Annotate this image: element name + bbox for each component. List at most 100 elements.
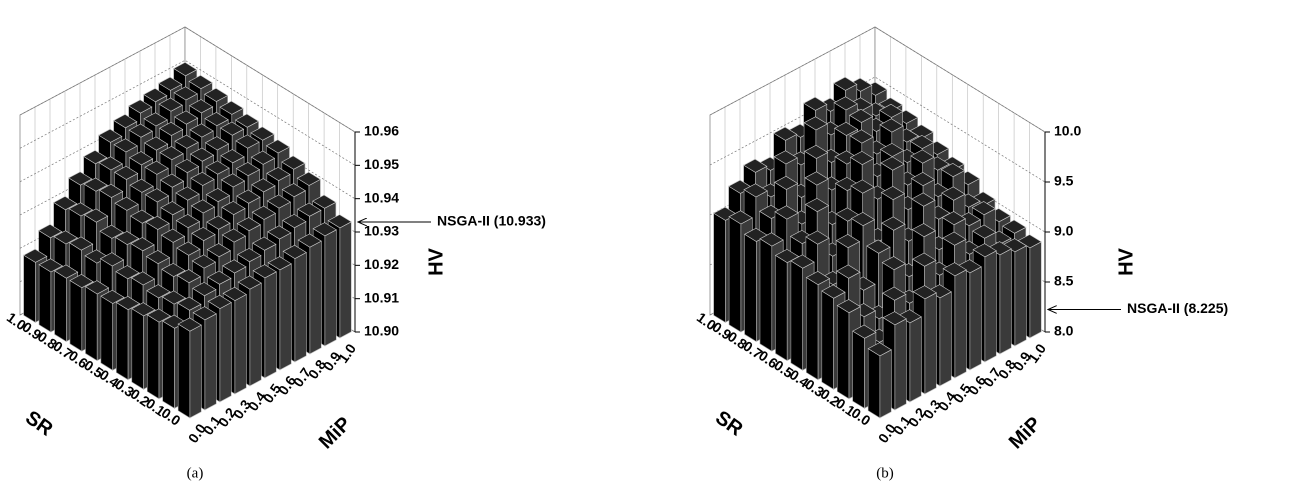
bar-top — [910, 149, 935, 164]
bar-top — [237, 247, 262, 263]
bar-top — [159, 173, 185, 188]
bar-top — [265, 139, 291, 154]
bar-top — [312, 194, 337, 209]
bar-face — [894, 318, 907, 411]
bar-top — [68, 171, 93, 186]
bar-top — [909, 134, 935, 149]
bar-top — [833, 121, 859, 136]
bar-top — [266, 194, 292, 209]
bar-top — [881, 216, 906, 231]
bar-top — [805, 230, 830, 245]
annotation-label: NSGA-II (8.225) — [1127, 300, 1228, 316]
bar-top — [836, 299, 862, 314]
annotation-label: NSGA-II (10.933) — [437, 213, 546, 229]
bar-top — [113, 138, 138, 153]
bar-top — [83, 208, 109, 223]
bar-top — [236, 217, 262, 232]
bar-top — [175, 214, 201, 229]
bar-top — [296, 171, 321, 186]
bar-top — [221, 200, 246, 215]
x-axis-label: SR — [21, 407, 57, 441]
bar-top — [174, 134, 199, 149]
bar-top — [207, 294, 232, 309]
bar-face — [984, 250, 997, 363]
bar-top — [282, 213, 307, 229]
bar-top — [879, 142, 905, 157]
bar-top — [146, 284, 171, 299]
bar-top — [23, 248, 48, 263]
bar-top — [882, 286, 907, 301]
bar-top — [773, 150, 798, 165]
bar-top — [83, 177, 108, 192]
plot: 10.9010.9110.9210.9310.9410.9510.96HV0.0… — [4, 26, 546, 481]
bar-top — [143, 88, 168, 103]
bar-top — [130, 237, 155, 252]
bar-top — [222, 286, 247, 301]
bar-top — [38, 258, 63, 273]
bar-top — [100, 289, 125, 304]
bar-top — [803, 96, 828, 111]
bar-top — [207, 270, 232, 285]
bar-top — [129, 151, 154, 166]
z-tick-label: 8.5 — [1054, 273, 1074, 289]
bar-top — [115, 265, 140, 280]
bar-top — [220, 173, 246, 188]
panel-caption: (a) — [187, 465, 204, 481]
y-axis-label: MiP — [315, 413, 356, 454]
bar-face — [147, 314, 160, 400]
bar-face — [264, 271, 277, 379]
bar-top — [221, 228, 247, 243]
bar-top — [113, 165, 139, 180]
bar-top — [176, 241, 201, 256]
bar-face — [234, 293, 247, 395]
bar-top — [98, 183, 124, 198]
bar-face — [279, 263, 292, 371]
bar-top — [159, 146, 184, 161]
z-axis-label: HV — [425, 247, 447, 275]
bar-top — [805, 271, 831, 286]
bar-top — [297, 233, 322, 248]
bar-top — [281, 155, 306, 170]
bar-top — [115, 296, 141, 311]
bar-face — [836, 304, 850, 400]
bar-top — [881, 256, 907, 271]
bar-top — [128, 99, 153, 114]
bar-face — [69, 279, 83, 352]
bar-top — [773, 175, 799, 190]
bar-top — [236, 189, 261, 204]
bar-top — [250, 126, 275, 141]
bar-top — [803, 144, 829, 159]
bar-face — [821, 290, 834, 390]
bar-top — [128, 123, 153, 138]
bar-top — [235, 162, 261, 177]
bar-face — [790, 260, 804, 371]
bar-face — [162, 320, 175, 409]
bar-face — [775, 254, 788, 362]
bar-top — [282, 244, 307, 259]
bar-top — [327, 214, 352, 229]
bar-face — [100, 295, 113, 371]
bar-top — [189, 123, 214, 138]
bar-top — [158, 97, 183, 112]
bar-top — [804, 171, 829, 186]
bar-top — [942, 262, 967, 277]
bar-top — [161, 262, 186, 277]
bar-face — [54, 270, 67, 343]
bar-top — [205, 188, 231, 203]
bar-top — [173, 86, 198, 101]
bar-top — [251, 205, 276, 220]
bar-top — [143, 136, 169, 151]
z-tick-label: 8.0 — [1054, 323, 1074, 339]
bar-face — [939, 291, 952, 387]
bar-face — [38, 264, 52, 333]
panel-caption: (b) — [876, 465, 894, 481]
bar-top — [53, 196, 78, 211]
bar-face — [867, 348, 881, 419]
z-tick-label: 10.0 — [1054, 123, 1081, 139]
bar-top — [252, 264, 277, 279]
bar-top — [205, 160, 230, 175]
bar-top — [267, 225, 292, 240]
bar-top — [222, 259, 247, 274]
z-tick-label: 10.93 — [364, 223, 399, 239]
bar-top — [878, 103, 904, 118]
